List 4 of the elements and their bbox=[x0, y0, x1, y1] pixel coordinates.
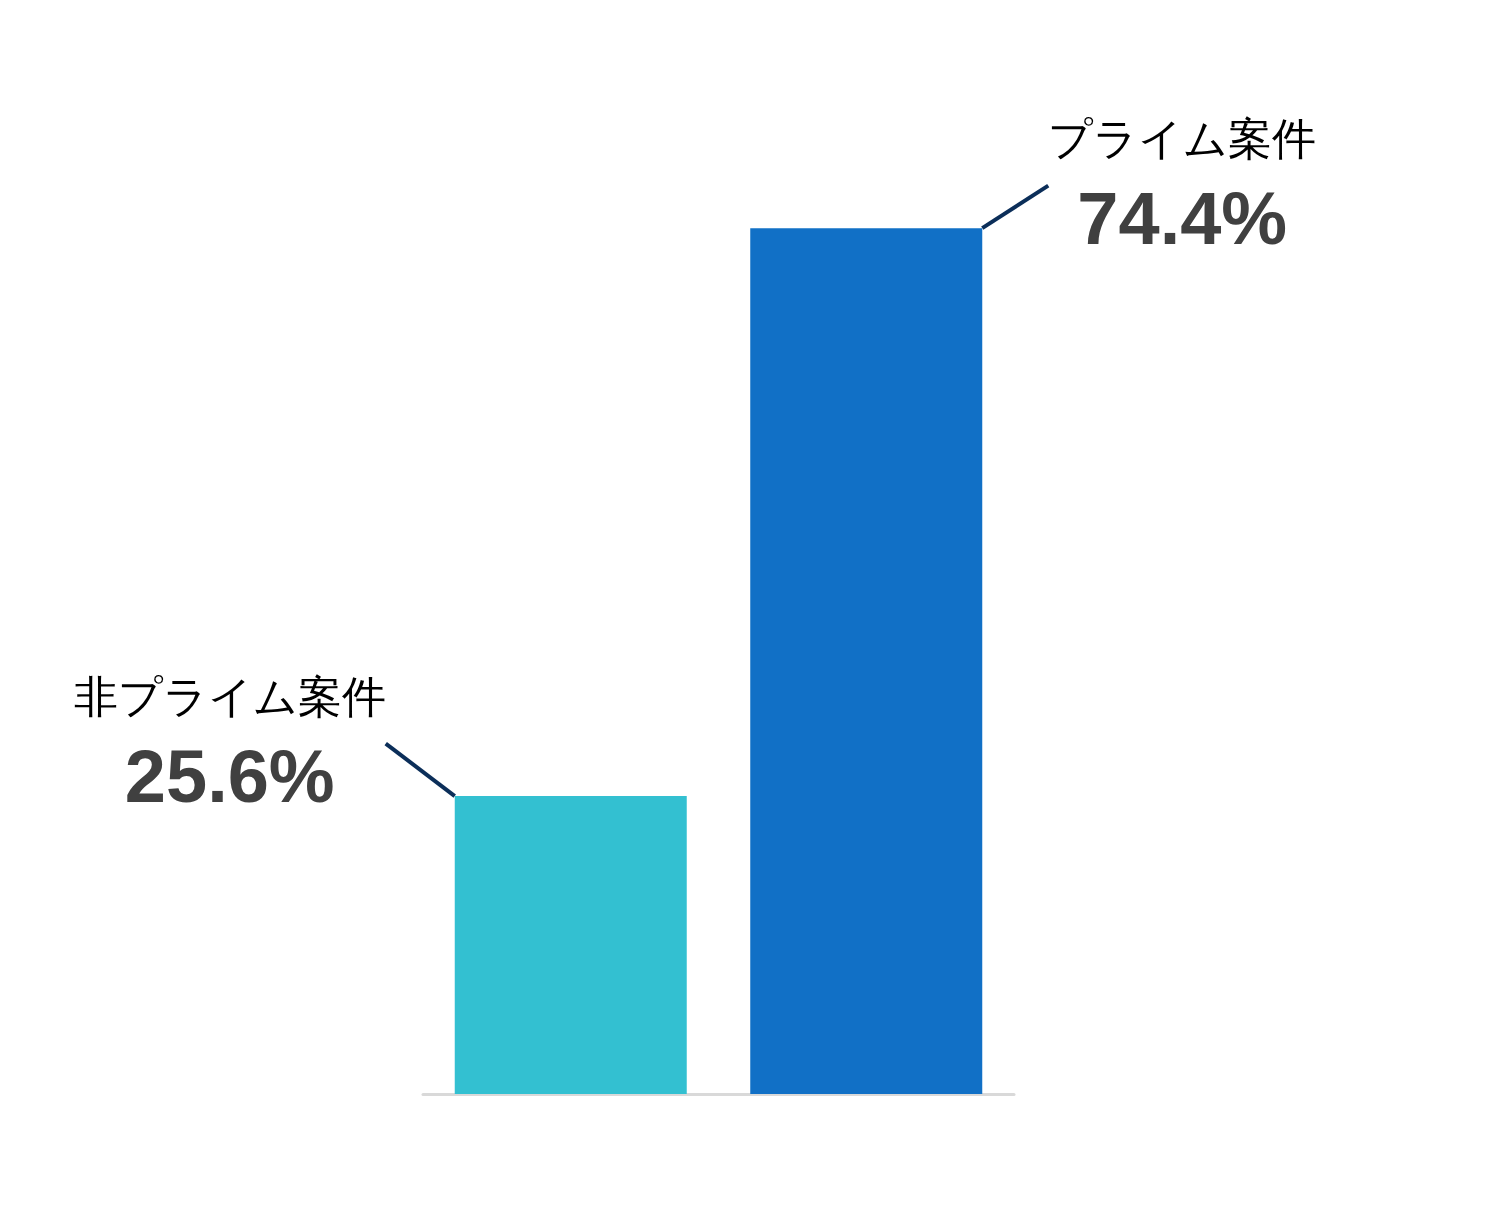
text: プライム案件 bbox=[1048, 113, 1317, 163]
data-label: 25.6% bbox=[124, 734, 335, 818]
data-label: 74.4% bbox=[1077, 176, 1288, 260]
text: 非プライム案件 bbox=[73, 671, 386, 721]
